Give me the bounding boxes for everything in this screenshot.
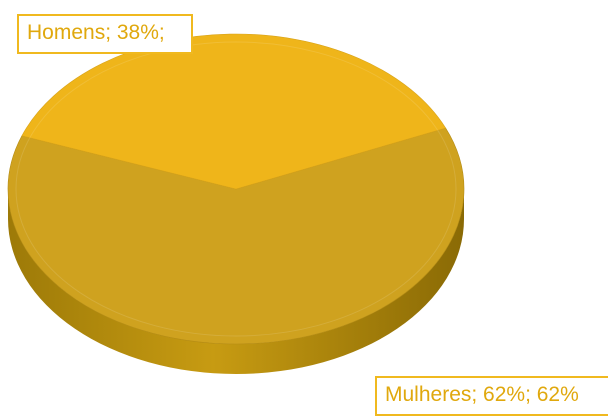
pie-slice-mulheres [7, 127, 465, 345]
data-label-mulheres: Mulheres; 62%; 62% [375, 376, 608, 416]
pie-side-wall [8, 189, 464, 374]
pie-slice-homens [21, 33, 447, 190]
data-label-homens: Homens; 38%; [17, 14, 193, 54]
pie-highlight-ring [15, 41, 457, 337]
